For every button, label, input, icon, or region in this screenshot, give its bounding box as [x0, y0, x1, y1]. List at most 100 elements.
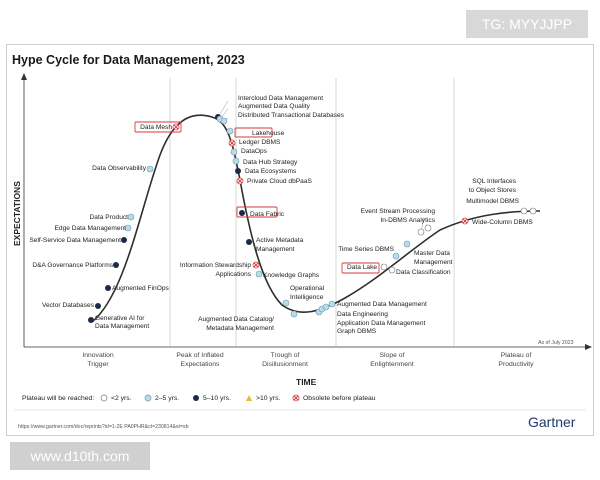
legend-item-lt2: <2 yrs.	[111, 395, 132, 402]
information-stewardship-applications-marker	[252, 261, 260, 269]
distributed-transactional-databases-label: Distributed Transactional Databases	[238, 112, 345, 119]
legend-item-gt10: >10 yrs.	[256, 395, 280, 402]
legend-marker-2to5	[144, 394, 152, 402]
legend-marker-lt2	[100, 394, 108, 402]
data-hub-strategy-marker	[232, 157, 240, 165]
dataops-label: DataOps	[241, 148, 268, 155]
vector-databases-label: Vector Databases	[42, 302, 95, 309]
master-data-management-label-2: Management	[414, 259, 453, 266]
private-cloud-dbpaas-label: Private Cloud dbPaaS	[247, 178, 312, 185]
intercloud-data-management-label: Intercloud Data Management	[238, 95, 323, 102]
sql-interfaces-to-object-stores-label-1: SQL Interfaces	[472, 178, 516, 185]
phase-3-line-1: Trough of	[271, 352, 300, 359]
application-data-management-marker	[322, 303, 330, 311]
data-observability-label: Data Observability	[92, 165, 147, 172]
augmented-data-catalog-metadata-management-label-1: Augmented Data Catalog/	[198, 316, 274, 323]
sql-interfaces-to-object-stores-label-2: to Object Stores	[469, 187, 517, 194]
phase-4-line-1: Slope of	[380, 352, 405, 359]
self-service-data-management-label: Self-Service Data Management	[29, 237, 121, 244]
data-product-marker	[127, 213, 135, 221]
sql-interfaces-to-object-stores-marker	[520, 207, 528, 215]
augmented-data-catalog-metadata-management-marker	[290, 310, 298, 318]
active-metadata-management-label-1: Active Metadata	[256, 237, 304, 244]
data-mesh-marker	[172, 123, 180, 131]
data-lake-marker	[380, 263, 388, 271]
information-stewardship-applications-label-2: Applications	[215, 271, 251, 278]
x-axis-label: TIME	[296, 377, 317, 387]
time-series-dbms-marker	[392, 252, 400, 260]
data-classification-marker	[388, 266, 396, 274]
wide-column-dbms-label: Wide-Column DBMS	[472, 219, 533, 226]
d-a-governance-platforms-label: D&A Governance Platforms	[32, 262, 113, 269]
data-ecosystems-label: Data Ecosystems	[245, 168, 297, 175]
wide-column-dbms-marker	[461, 217, 469, 225]
graph-dbms-marker	[328, 300, 336, 308]
legend-item-5to10: 5–10 yrs.	[203, 395, 231, 402]
generative-ai-for-data-management-label-2: Data Management	[95, 323, 149, 330]
augmented-data-quality-label: Augmented Data Quality	[238, 103, 311, 110]
ledger-dbms-marker	[228, 139, 236, 147]
data-fabric-label: Data Fabric	[250, 211, 285, 218]
event-stream-processing-label: Event Stream Processing	[361, 208, 436, 215]
multimodel-dbms-label: Multimodel DBMS	[466, 198, 519, 205]
data-product-label: Data Product	[90, 214, 129, 221]
legend-item-obsolete: Obsolete before plateau	[303, 395, 376, 402]
graph-dbms-label: Graph DBMS	[337, 328, 377, 335]
augmented-finops-marker	[105, 285, 111, 291]
multimodel-dbms-marker	[529, 207, 537, 215]
knowledge-graphs-marker	[255, 270, 263, 278]
active-metadata-management-marker	[246, 239, 252, 245]
data-hub-strategy-label: Data Hub Strategy	[243, 159, 298, 166]
event-stream-processing-marker	[417, 228, 425, 236]
legend-item-2to5: 2–5 yrs.	[155, 395, 179, 402]
lakehouse-label: Lakehouse	[252, 130, 285, 137]
phase-2-line-1: Peak of Inflated	[176, 352, 223, 359]
operational-intelligence-label-1: Operational	[290, 285, 325, 292]
gartner-logo: Gartner	[528, 414, 576, 430]
watermark-top: TG: MYYJJPP	[466, 10, 588, 38]
data-lake-highlight-box	[341, 262, 380, 274]
data-observability-marker	[146, 165, 154, 173]
y-axis-label: EXPECTATIONS	[12, 181, 22, 246]
edge-data-management-label: Edge Data Management	[55, 225, 127, 232]
data-lake-label: Data Lake	[347, 264, 377, 271]
data-ecosystems-marker	[235, 168, 241, 174]
legend-marker-obsolete	[292, 394, 300, 402]
hype-curve	[91, 114, 541, 323]
legend-marker-gt10	[246, 395, 252, 401]
d-a-governance-platforms-marker	[113, 262, 119, 268]
operational-intelligence-marker	[282, 299, 290, 307]
data-mesh-label: Data Mesh	[140, 124, 172, 131]
legend-marker-5to10	[193, 395, 199, 401]
legend-title: Plateau will be reached:	[22, 395, 94, 402]
edge-data-management-marker	[124, 224, 132, 232]
data-fabric-highlight-box	[236, 206, 278, 218]
data-fabric-marker	[239, 210, 245, 216]
master-data-management-marker	[403, 240, 411, 248]
watermark-bottom: www.d10th.com	[10, 442, 150, 470]
lakehouse-highlight-box	[234, 127, 273, 138]
augmented-data-management-label: Augmented Data Management	[337, 301, 427, 308]
legend: Plateau will be reached: <2 yrs. 2–5 yrs…	[22, 394, 376, 402]
phase-3-line-2: Disillusionment	[262, 361, 308, 368]
time-series-dbms-label: Time Series DBMS	[338, 246, 394, 253]
ledger-dbms-label: Ledger DBMS	[239, 139, 281, 146]
application-data-management-label: Application Data Management	[337, 320, 426, 327]
generative-ai-for-data-management-label-1: Generative AI for	[95, 315, 145, 322]
dataops-marker	[230, 148, 238, 156]
intercloud-data-management-leader	[217, 100, 229, 118]
marker-layer	[88, 100, 537, 323]
self-service-data-management-marker	[121, 237, 127, 243]
data-classification-label: Data Classification	[396, 269, 451, 276]
phase-5-line-1: Plateau of	[501, 352, 532, 359]
in-dbms-analytics-marker	[424, 224, 432, 232]
augmented-data-catalog-metadata-management-label-2: Metadata Management	[206, 325, 274, 332]
phase-5-line-2: Productivity	[498, 361, 534, 368]
lakehouse-marker	[226, 127, 234, 135]
phase-1-line-2: Trigger	[87, 361, 109, 368]
y-axis-arrow	[21, 73, 27, 80]
data-engineering-label: Data Engineering	[337, 311, 388, 318]
private-cloud-dbpaas-marker	[236, 177, 244, 185]
